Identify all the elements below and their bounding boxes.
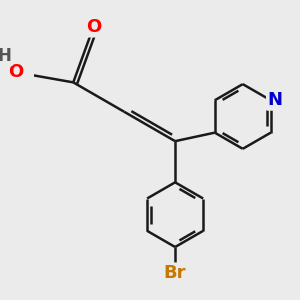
Text: O: O [8, 63, 23, 81]
Text: H: H [0, 47, 12, 65]
Text: O: O [86, 18, 101, 36]
Text: N: N [267, 91, 282, 109]
Text: Br: Br [164, 264, 186, 282]
